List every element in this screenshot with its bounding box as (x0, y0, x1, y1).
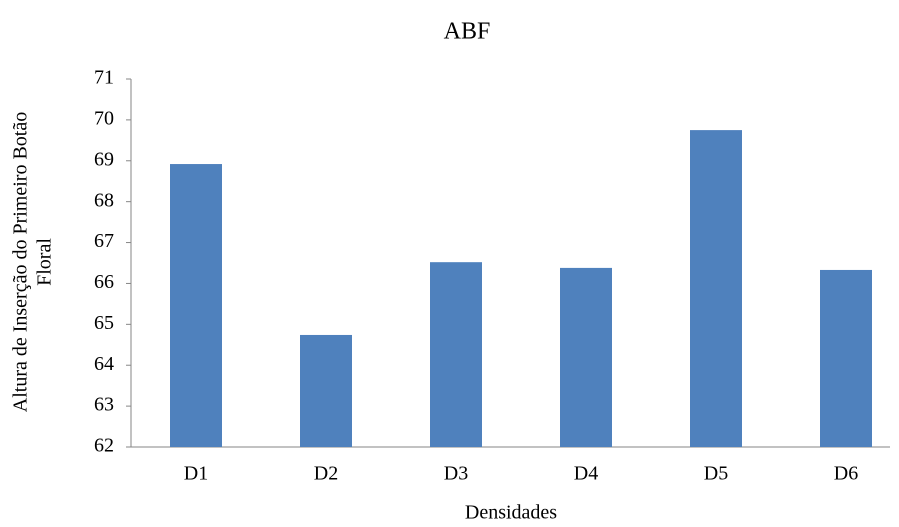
bar (560, 267, 612, 447)
y-axis-title: Altura de Inserção do Primeiro Botão (10, 112, 32, 412)
bar (300, 334, 352, 447)
x-tick-label: D3 (444, 463, 468, 485)
y-tick-label: 66 (94, 271, 114, 293)
x-axis-title: Densidades (465, 502, 557, 524)
y-tick-label: 65 (94, 312, 114, 334)
chart-title: ABF (444, 19, 491, 45)
y-tick-label: 63 (94, 394, 114, 416)
y-axis-title: Floral (34, 238, 56, 286)
bar (820, 269, 872, 447)
y-tick-label: 62 (94, 435, 114, 457)
x-tick-label: D5 (704, 463, 728, 485)
y-tick-label: 71 (94, 67, 114, 89)
y-tick-label: 70 (94, 107, 114, 129)
x-tick-label: D2 (314, 463, 338, 485)
x-tick-label: D4 (574, 463, 598, 485)
bar (170, 164, 222, 447)
y-tick-label: 64 (94, 353, 114, 375)
x-tick-label: D6 (834, 463, 858, 485)
bar (690, 130, 742, 447)
y-tick-label: 67 (94, 230, 114, 252)
bar (430, 262, 482, 447)
y-tick-label: 69 (94, 148, 114, 170)
x-tick-label: D1 (184, 463, 208, 485)
y-tick-label: 68 (94, 189, 114, 211)
